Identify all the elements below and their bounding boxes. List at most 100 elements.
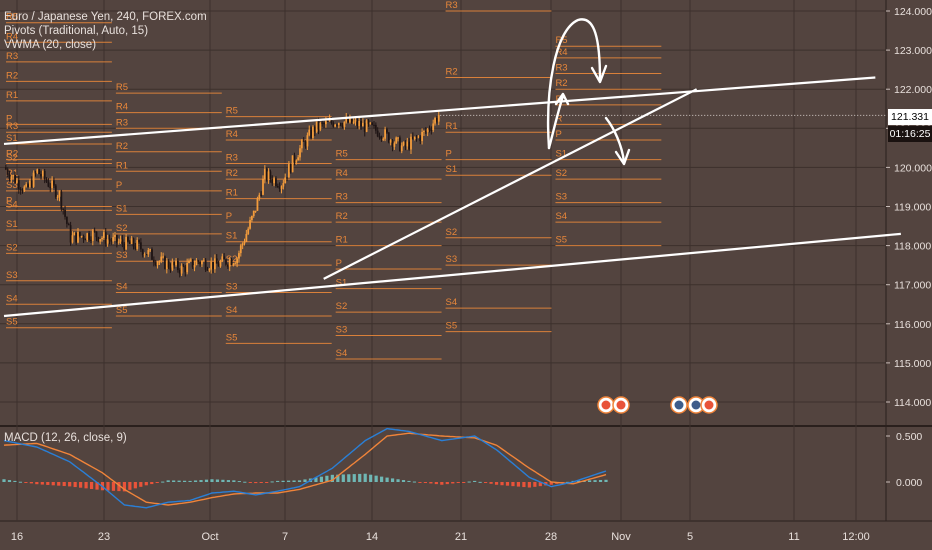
candle-body xyxy=(27,184,29,187)
macd-histogram-bar xyxy=(270,481,274,483)
candle-body xyxy=(434,118,436,124)
candle-body xyxy=(337,122,340,126)
candle-body xyxy=(112,237,115,242)
macd-histogram-bar xyxy=(489,482,493,484)
candle-body xyxy=(17,180,20,190)
macd-histogram-bar xyxy=(237,481,241,483)
candle-body xyxy=(241,243,244,246)
candle-body xyxy=(397,137,399,139)
candle-body xyxy=(188,260,190,263)
candle-body xyxy=(280,186,283,189)
candle-body xyxy=(117,241,120,243)
candle-body xyxy=(313,126,316,132)
macd-histogram-bar xyxy=(188,480,192,482)
pivot-level-label: R3 xyxy=(555,63,567,74)
pivot-level-label: S2 xyxy=(336,301,348,312)
candle-body xyxy=(108,239,111,241)
macd-histogram-bar xyxy=(429,482,433,484)
symbol-title: Euro / Japanese Yen, 240, FOREX.com xyxy=(4,11,207,23)
pivot-level-label: P xyxy=(6,196,12,207)
candle-body xyxy=(293,155,296,163)
macd-legend: MACD (12, 26, close, 9) xyxy=(4,431,127,445)
macd-tick-label: 0.500 xyxy=(896,431,922,443)
candle-body xyxy=(389,140,392,143)
candle-body xyxy=(208,269,211,271)
price-tick-label: 119.000 xyxy=(894,202,931,214)
candle-body xyxy=(201,261,203,265)
candle-body xyxy=(197,260,200,262)
candle-body xyxy=(40,173,42,177)
candle-body xyxy=(86,233,89,241)
candle-body xyxy=(273,178,275,184)
pivot-level-label: S2 xyxy=(116,223,128,234)
candle-body xyxy=(202,260,205,262)
candle-body xyxy=(430,130,433,132)
macd-histogram-bar xyxy=(40,482,44,485)
pivot-level-label: S3 xyxy=(555,192,567,203)
macd-histogram-bar xyxy=(68,482,72,487)
pivot-level-label: S3 xyxy=(336,325,348,336)
chart-legend: Euro / Japanese Yen, 240, FOREX.com Pivo… xyxy=(4,10,207,52)
pivot-level-label: R1 xyxy=(226,188,238,199)
pivot-level-label: R3 xyxy=(6,51,18,62)
macd-histogram-bar xyxy=(106,482,110,491)
macd-histogram-bar xyxy=(451,482,455,484)
candle-body xyxy=(330,119,333,123)
candle-body xyxy=(432,123,435,131)
candle-body xyxy=(252,210,255,216)
macd-histogram-bar xyxy=(89,482,94,489)
macd-histogram-bar xyxy=(210,479,214,482)
candle-body xyxy=(245,233,248,242)
candle-body xyxy=(387,132,390,143)
macd-histogram-bar xyxy=(462,482,466,483)
pivot-level-label: R5 xyxy=(116,82,128,93)
time-tick-label: 16 xyxy=(11,531,23,543)
candle-body xyxy=(219,261,222,267)
macd-histogram-bar xyxy=(511,482,515,487)
macd-histogram-bar xyxy=(35,482,39,485)
macd-histogram-bar xyxy=(144,482,148,486)
time-tick-label: Oct xyxy=(201,531,218,543)
candle-body xyxy=(77,231,79,243)
candle-body xyxy=(47,181,50,187)
macd-histogram-bar xyxy=(336,474,340,482)
macd-histogram-bar xyxy=(73,482,77,488)
candle-body xyxy=(278,186,281,189)
macd-indicator-label: MACD (12, 26, close, 9) xyxy=(4,432,127,444)
pivot-level-label: S4 xyxy=(116,282,128,293)
macd-histogram-bar xyxy=(221,479,225,482)
macd-histogram-bar xyxy=(7,480,12,482)
candle-body xyxy=(291,155,294,173)
candle-body xyxy=(177,260,179,271)
candle-body xyxy=(88,233,90,240)
pivot-level-label: S3 xyxy=(6,270,18,281)
macd-histogram-bar xyxy=(57,482,61,486)
candle-body xyxy=(230,259,233,265)
event-marker-dot xyxy=(601,400,611,410)
pivot-level-label: R1 xyxy=(116,160,128,171)
candle-body xyxy=(226,264,229,267)
candle-body xyxy=(225,259,227,265)
event-marker-dot xyxy=(691,400,701,410)
candle-body xyxy=(16,180,18,183)
event-marker-dot xyxy=(674,400,684,410)
candle-body xyxy=(67,223,70,226)
candle-body xyxy=(147,250,150,255)
candle-body xyxy=(321,122,324,124)
macd-histogram-bar xyxy=(117,482,121,492)
candle-body xyxy=(80,235,83,237)
pivot-level-label: R3 xyxy=(336,192,348,203)
macd-histogram-bar xyxy=(412,481,417,483)
candle-body xyxy=(167,260,170,268)
candle-body xyxy=(10,176,13,180)
candle-body xyxy=(302,140,305,142)
candle-body xyxy=(97,237,100,242)
candle-body xyxy=(247,228,250,234)
pivot-level-label: R4 xyxy=(555,47,567,58)
pivot-level-label: S2 xyxy=(6,152,18,163)
pivot-level-label: S1 xyxy=(116,203,128,214)
pivot-level-label: R2 xyxy=(116,141,128,152)
pivot-level-label: S4 xyxy=(336,348,348,359)
candle-body xyxy=(282,183,285,187)
